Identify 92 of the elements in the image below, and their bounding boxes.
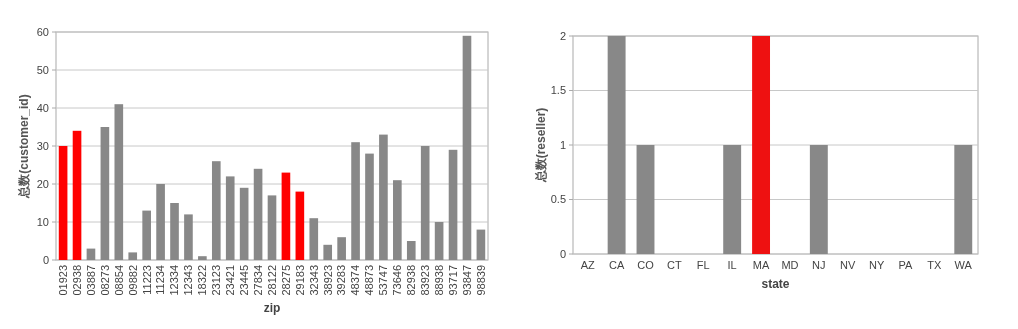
x-tick-label: 11234 <box>154 265 167 295</box>
bar <box>448 149 458 260</box>
y-tick-label: 2 <box>559 29 566 42</box>
x-tick-label: 27834 <box>251 265 264 296</box>
x-tick-label: 93847 <box>460 265 473 296</box>
bar <box>225 176 235 260</box>
x-tick-label: 23445 <box>238 265 250 296</box>
x-tick-label: 03887 <box>84 265 97 296</box>
bar <box>198 256 207 260</box>
x-tick-label: MA <box>752 259 770 271</box>
bar <box>337 237 346 260</box>
bar <box>406 241 416 260</box>
x-tick-label: CT <box>667 259 682 271</box>
x-tick-label: NY <box>868 259 885 271</box>
bar <box>295 191 305 260</box>
x-tick-label: 01923 <box>56 265 69 296</box>
x-tick-label: 39283 <box>335 265 348 296</box>
y-tick-label: 1.5 <box>550 84 566 97</box>
bar <box>86 248 96 260</box>
x-tick-label: 12334 <box>168 265 181 296</box>
bar <box>365 153 374 260</box>
x-tick-label: PA <box>898 259 914 271</box>
x-tick-label: 23421 <box>224 265 237 296</box>
x-tick-label: 11223 <box>140 265 153 295</box>
y-tick-label: 50 <box>36 63 49 76</box>
x-tick-label: 28122 <box>265 265 278 296</box>
bar <box>420 146 430 260</box>
bar <box>323 244 333 260</box>
bar <box>114 104 124 260</box>
x-tick-label: 38923 <box>321 265 334 296</box>
bar <box>142 210 151 260</box>
x-tick-label: NV <box>840 259 857 271</box>
x-tick-label: WA <box>954 259 973 271</box>
x-tick-label: FL <box>696 259 710 271</box>
y-tick-label: 40 <box>36 101 49 114</box>
y-axis-title: 总数(reseller) <box>534 107 548 184</box>
x-tick-label: 18322 <box>196 265 209 296</box>
bar <box>393 180 402 260</box>
bar <box>281 172 291 260</box>
x-tick-label: 82938 <box>405 265 418 296</box>
x-tick-label: 98839 <box>474 265 487 296</box>
x-tick-label: 12343 <box>182 265 195 296</box>
y-tick-label: 1 <box>559 138 566 151</box>
x-tick-label: 08273 <box>98 265 111 296</box>
x-tick-label: 93717 <box>446 265 459 296</box>
y-tick-label: 0 <box>559 247 566 260</box>
x-tick-label: 09882 <box>126 265 139 296</box>
y-tick-label: 0 <box>42 253 49 266</box>
y-tick-label: 20 <box>36 177 49 190</box>
x-tick-label: 73646 <box>391 265 404 296</box>
x-tick-label: 48873 <box>363 265 376 296</box>
bar <box>253 168 263 260</box>
x-tick-label: 83923 <box>419 265 432 296</box>
bar <box>58 146 68 260</box>
bar <box>379 134 388 260</box>
x-tick-label: 32343 <box>307 265 320 296</box>
bar <box>72 130 82 260</box>
x-axis-title: state <box>761 277 790 291</box>
x-tick-label: 29183 <box>293 265 306 296</box>
bar <box>239 187 249 260</box>
y-tick-label: 30 <box>36 139 49 152</box>
y-tick-label: 60 <box>36 25 49 38</box>
bar <box>128 252 138 260</box>
y-tick-label: 0.5 <box>550 193 566 206</box>
bar <box>211 161 221 260</box>
bar <box>476 229 486 260</box>
bar <box>351 142 360 260</box>
y-tick-label: 10 <box>36 215 49 228</box>
bar <box>184 214 193 260</box>
bar <box>434 222 444 260</box>
x-tick-label: CA <box>608 259 625 271</box>
x-tick-label: MD <box>781 259 799 271</box>
bar <box>267 195 277 260</box>
bar <box>100 127 110 260</box>
x-tick-label: TX <box>927 259 943 271</box>
x-tick-label: 02938 <box>70 265 83 296</box>
x-tick-label: 88938 <box>432 265 445 296</box>
x-tick-label: 53747 <box>377 265 390 296</box>
x-tick-label: 28275 <box>279 265 292 296</box>
x-tick-label: NJ <box>812 259 826 271</box>
x-tick-label: AZ <box>580 259 596 271</box>
bar <box>156 184 165 260</box>
x-tick-label: 08854 <box>112 265 125 296</box>
bar <box>170 203 179 260</box>
x-axis-title: zip <box>263 301 281 315</box>
x-tick-label: CO <box>637 259 655 271</box>
y-axis-title: 总数(customer_id) <box>17 94 31 199</box>
bar <box>309 218 319 260</box>
x-tick-label: 23123 <box>210 265 223 296</box>
bar <box>462 35 472 260</box>
x-tick-label: 48374 <box>349 265 362 296</box>
x-tick-label: IL <box>727 259 737 271</box>
